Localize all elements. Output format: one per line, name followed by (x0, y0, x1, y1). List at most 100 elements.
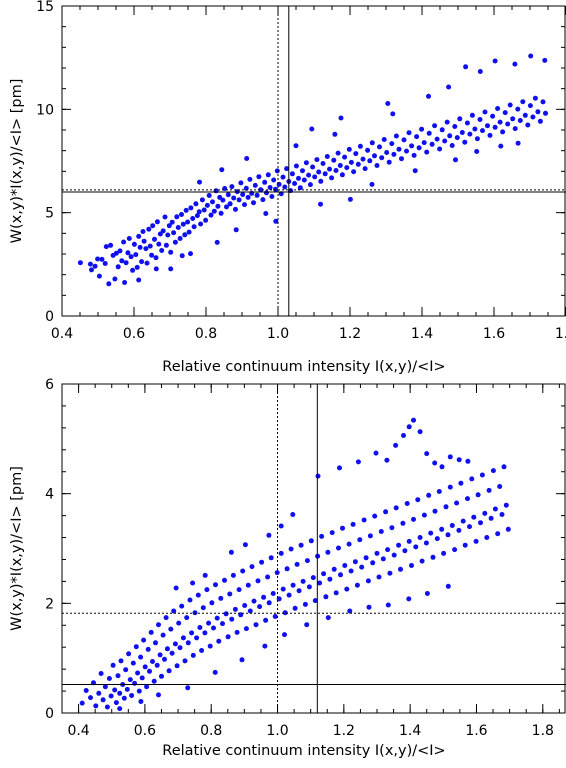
data-point (286, 592, 292, 598)
data-point (365, 147, 371, 153)
data-point (501, 464, 507, 470)
data-point (417, 535, 423, 540)
data-point (234, 629, 240, 635)
data-point (220, 621, 225, 627)
data-point (282, 184, 288, 190)
data-point (312, 598, 318, 604)
data-point (500, 129, 506, 135)
data-point (332, 131, 338, 137)
data-point (160, 228, 166, 234)
data-point (99, 256, 105, 262)
x-tick-label: 0.6 (123, 326, 145, 342)
data-point (360, 156, 366, 162)
data-point (342, 154, 348, 160)
data-point (486, 487, 492, 493)
data-point (376, 574, 382, 580)
data-point (112, 276, 118, 282)
data-point (249, 564, 255, 570)
data-point (434, 536, 440, 542)
data-point (230, 572, 236, 578)
data-point (471, 514, 477, 520)
data-point (135, 670, 141, 676)
data-point (163, 615, 169, 621)
data-point (136, 233, 142, 239)
data-point (393, 505, 399, 511)
data-point (150, 223, 156, 229)
data-point (325, 549, 331, 555)
data-point (145, 646, 151, 652)
data-point (404, 501, 410, 506)
data-point (174, 663, 180, 669)
data-point (193, 201, 199, 207)
data-point (190, 580, 196, 586)
data-point (256, 174, 262, 180)
data-point (289, 171, 295, 177)
data-point (515, 106, 521, 112)
data-point (512, 126, 518, 132)
data-point (444, 119, 450, 125)
data-point (190, 216, 196, 221)
data-point (342, 563, 348, 568)
data-point (261, 594, 267, 600)
data-point (239, 657, 245, 663)
data-point (141, 637, 147, 643)
data-point (367, 158, 373, 164)
data-point (227, 201, 233, 207)
data-point (304, 558, 310, 564)
data-point (210, 199, 215, 205)
data-point (404, 148, 409, 154)
data-point (387, 570, 393, 576)
data-point (384, 150, 390, 155)
data-point (259, 559, 265, 565)
data-point (346, 541, 352, 547)
data-point (172, 239, 178, 245)
data-point (211, 208, 217, 214)
data-point (540, 99, 546, 105)
data-point (351, 169, 357, 175)
data-point (467, 524, 472, 530)
data-point (479, 472, 485, 478)
data-point (168, 626, 174, 632)
data-point (443, 504, 449, 510)
data-point (280, 174, 286, 180)
data-point (346, 146, 352, 152)
data-point (115, 264, 121, 270)
data-point (537, 118, 543, 124)
data-point (282, 632, 287, 638)
data-point (336, 545, 341, 551)
data-point (525, 122, 531, 128)
data-point (104, 704, 110, 710)
data-point (96, 273, 102, 279)
data-point (385, 602, 391, 608)
data-point (411, 516, 416, 522)
data-point (320, 161, 326, 166)
data-point (265, 574, 271, 580)
x-tick-label: 0.8 (200, 723, 222, 739)
data-point (333, 590, 339, 596)
data-point (350, 521, 356, 527)
data-point (222, 577, 227, 583)
data-point (449, 523, 455, 528)
data-point (315, 473, 321, 479)
x-tick-label: 1.8 (555, 326, 566, 342)
data-point (398, 566, 403, 572)
data-point (321, 571, 327, 577)
data-point (406, 424, 412, 430)
data-point (482, 510, 488, 516)
data-point (459, 130, 465, 135)
data-point (386, 159, 392, 165)
data-point (245, 194, 251, 200)
data-point (290, 512, 296, 517)
data-point (338, 572, 343, 578)
data-point (129, 693, 135, 698)
data-point (409, 563, 414, 568)
data-point (499, 512, 505, 517)
data-point (117, 690, 123, 696)
data-point (174, 214, 180, 220)
data-point (439, 127, 445, 133)
data-point (294, 561, 300, 567)
data-point (214, 239, 220, 245)
data-point (224, 204, 229, 210)
x-tick-label: 0.4 (51, 326, 73, 342)
data-point (273, 218, 279, 224)
